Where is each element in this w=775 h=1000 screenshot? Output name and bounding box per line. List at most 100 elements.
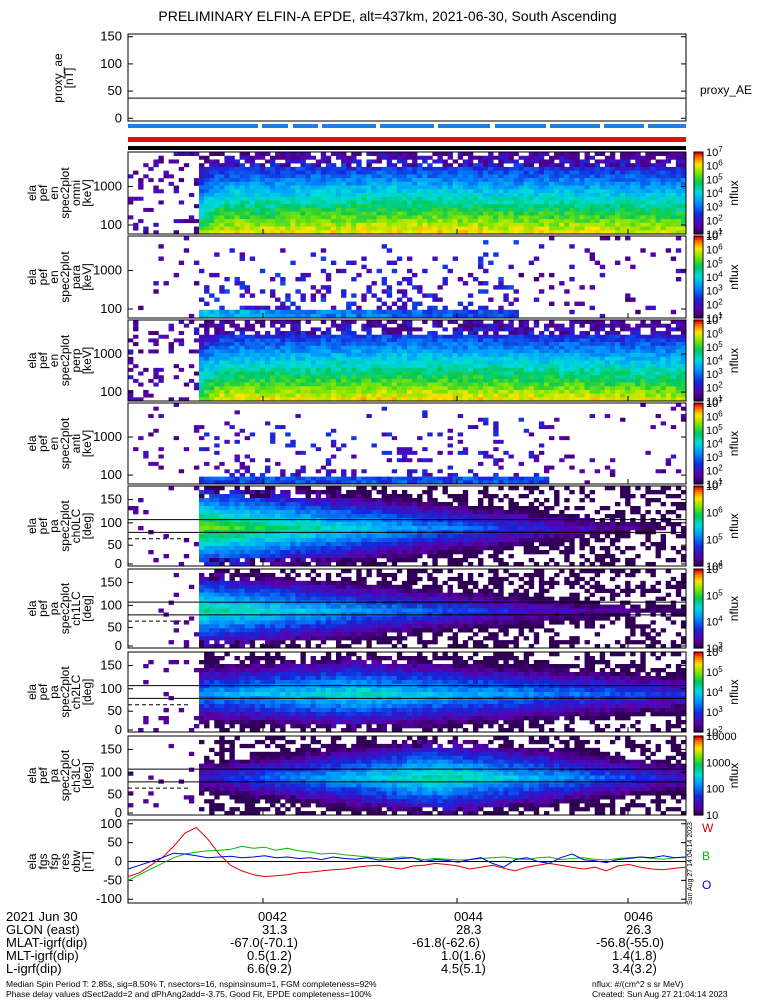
en-omni-cell (330, 181, 337, 186)
en-perp-cell (538, 375, 545, 380)
en-omni-cell (650, 155, 656, 160)
en-perp-cell (254, 364, 261, 369)
en-omni-cell (614, 200, 621, 205)
en-perp-cell (407, 364, 413, 369)
en-perp-colorbar-seg (694, 322, 703, 325)
en-omni-cell (396, 219, 403, 224)
en-perp-cell (518, 364, 524, 369)
en-omni-cell (630, 155, 636, 160)
en-omni-cell (543, 166, 550, 171)
en-perp-cell (462, 389, 469, 394)
en-perp-cell (391, 360, 398, 365)
en-anti-cell (158, 454, 164, 459)
en-perp-cell (351, 367, 357, 372)
en-perp-cell (295, 382, 301, 387)
en-perp-colorbar-seg (694, 396, 703, 400)
en-para-cell (285, 293, 291, 298)
en-perp-cell (259, 349, 266, 354)
en-omni-cell (361, 222, 367, 227)
en-omni-cell (635, 196, 641, 201)
en-omni-cell (452, 196, 459, 201)
en-perp-cell (391, 320, 398, 324)
en-omni-cell (412, 207, 418, 212)
en-perp-cell (209, 323, 215, 328)
en-perp-cell (290, 356, 296, 361)
en-perp-cell (635, 338, 641, 343)
en-perp-cell (635, 382, 641, 387)
en-omni-cell (366, 226, 372, 231)
en-para-cell (478, 281, 484, 286)
en-omni-cell (407, 215, 413, 220)
en-omni-cell (229, 200, 235, 205)
en-perp-cell (346, 367, 352, 372)
en-anti-cell (153, 428, 159, 433)
en-omni-cell (538, 222, 545, 227)
en-perp-cell (407, 375, 413, 380)
en-omni-colorbar-seg (694, 154, 703, 157)
en-anti-cell (407, 450, 413, 455)
en-perp-cell (244, 371, 251, 376)
en-omni-colorbar-seg (694, 215, 703, 219)
en-para-colorbar-seg (694, 238, 703, 241)
en-perp-colorbar-seg (694, 352, 703, 356)
en-para-colorbar-seg (694, 303, 703, 307)
en-anti-cell (204, 432, 210, 437)
en-perp-cell (432, 382, 438, 387)
en-omni-cell (325, 193, 332, 198)
en-omni-cell (214, 226, 220, 231)
en-para-cell (599, 236, 606, 241)
en-perp-cell (584, 378, 590, 383)
en-omni-cell (285, 163, 291, 168)
en-omni-colorbar-seg (694, 201, 703, 204)
en-omni-cell (295, 166, 301, 171)
en-perp-cell (300, 364, 306, 369)
en-perp-cell (599, 334, 606, 339)
en-para-colorbar-seg (694, 287, 703, 290)
en-perp-cell (407, 378, 413, 383)
en-perp-cell (543, 334, 550, 339)
en-omni-cell (204, 215, 210, 220)
en-perp-cell (366, 375, 372, 380)
en-omni-cell (427, 155, 433, 160)
en-para-cell (305, 309, 311, 315)
en-perp-cell (483, 397, 489, 402)
en-para-cell (589, 285, 595, 290)
en-perp-colorbar-seg (694, 340, 703, 343)
en-anti-cell (249, 432, 256, 437)
en-perp-cell (407, 345, 413, 350)
en-omni-cell (609, 159, 616, 164)
en-perp-cell (133, 364, 139, 369)
en-omni-cell (549, 207, 555, 212)
en-perp-cell (138, 349, 144, 354)
en-omni-cell (584, 152, 590, 157)
en-omni-cell (214, 189, 220, 194)
en-perp-cell (665, 345, 672, 350)
en-perp-cell (589, 349, 595, 354)
en-omni-cell (478, 215, 484, 220)
en-omni-cell (264, 207, 271, 212)
en-omni-cell (462, 178, 469, 183)
en-perp-cell (204, 338, 210, 343)
en-omni-cell (650, 215, 656, 220)
en-perp-cell (325, 338, 332, 343)
en-omni-cell (483, 215, 489, 220)
en-perp-cell (330, 378, 337, 383)
en-anti-cell (457, 439, 464, 444)
en-omni-cell (488, 170, 494, 175)
en-omni-cell (295, 200, 301, 205)
en-omni-cell (513, 170, 519, 175)
en-perp-cell (589, 364, 595, 369)
en-perp-cell (133, 320, 139, 324)
en-perp-cell (239, 360, 245, 365)
en-perp-cell (391, 349, 398, 354)
en-perp-cell (493, 382, 499, 387)
en-omni-cell (594, 226, 601, 231)
en-omni-cell (204, 200, 210, 205)
en-para-cell (386, 313, 393, 319)
en-omni-cell (407, 211, 413, 216)
en-perp-cell (270, 393, 276, 398)
en-omni-cell (396, 211, 403, 216)
en-omni-cell (569, 204, 575, 209)
en-perp-cell (341, 323, 347, 328)
en-perp-cell (564, 327, 570, 332)
